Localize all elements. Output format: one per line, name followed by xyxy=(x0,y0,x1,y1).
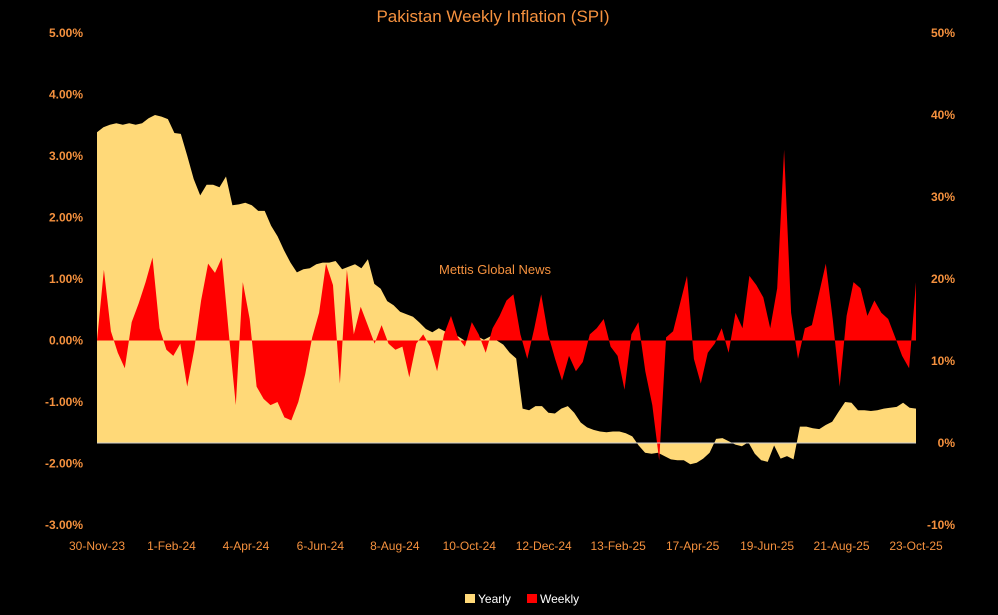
right-axis-tick-label: 10% xyxy=(931,354,955,368)
left-axis-tick-label: 5.00% xyxy=(49,26,83,40)
legend-swatch-yearly xyxy=(465,594,475,603)
plot-area xyxy=(97,115,916,465)
left-axis-tick-label: 0.00% xyxy=(49,334,83,348)
legend-swatch-weekly xyxy=(527,594,537,603)
left-axis-tick-label: 2.00% xyxy=(49,211,83,225)
left-axis-tick-label: 1.00% xyxy=(49,272,83,286)
right-axis-tick-label: -10% xyxy=(927,518,955,532)
x-axis-tick-label: 10-Oct-24 xyxy=(443,539,497,553)
left-axis-tick-label: -3.00% xyxy=(45,518,83,532)
watermark-text: Mettis Global News xyxy=(439,262,551,277)
x-axis-ticks: 30-Nov-23 1-Feb-24 4-Apr-24 6-Jun-24 8-Aug-2… xyxy=(69,539,943,553)
x-axis-tick-label: 19-Jun-25 xyxy=(740,539,794,553)
x-axis-tick-label: 4-Apr-24 xyxy=(223,539,270,553)
left-axis-tick-label: 4.00% xyxy=(49,88,83,102)
right-axis-tick-label: 0% xyxy=(938,436,956,450)
right-axis-tick-label: 40% xyxy=(931,108,955,122)
x-axis-tick-label: 23-Oct-25 xyxy=(889,539,943,553)
right-axis-tick-label: 30% xyxy=(931,190,955,204)
left-axis-tick-label: -2.00% xyxy=(45,457,83,471)
x-axis-tick-label: 13-Feb-25 xyxy=(590,539,646,553)
x-axis-tick-label: 21-Aug-25 xyxy=(814,539,870,553)
x-axis-tick-label: 1-Feb-24 xyxy=(147,539,196,553)
left-axis-tick-label: 3.00% xyxy=(49,149,83,163)
left-axis-ticks: 5.00% 4.00% 3.00% 2.00% 1.00% 0.00% -1.00% -2.0… xyxy=(45,26,83,532)
x-axis-tick-label: 17-Apr-25 xyxy=(666,539,720,553)
x-axis-tick-label: 8-Aug-24 xyxy=(370,539,420,553)
x-axis-tick-label: 12-Dec-24 xyxy=(516,539,572,553)
series-weekly-area xyxy=(97,149,916,461)
right-axis-tick-label: 20% xyxy=(931,272,955,286)
x-axis-tick-label: 6-Jun-24 xyxy=(297,539,345,553)
legend: Yearly Weekly xyxy=(465,592,579,606)
chart-title: Pakistan Weekly Inflation (SPI) xyxy=(376,7,609,26)
right-axis-ticks: 50% 40% 30% 20% 10% 0% -10% xyxy=(927,26,955,532)
right-axis-tick-label: 50% xyxy=(931,26,955,40)
left-axis-tick-label: -1.00% xyxy=(45,395,83,409)
legend-label-weekly: Weekly xyxy=(540,592,579,606)
x-axis-tick-label: 30-Nov-23 xyxy=(69,539,125,553)
legend-label-yearly: Yearly xyxy=(478,592,511,606)
